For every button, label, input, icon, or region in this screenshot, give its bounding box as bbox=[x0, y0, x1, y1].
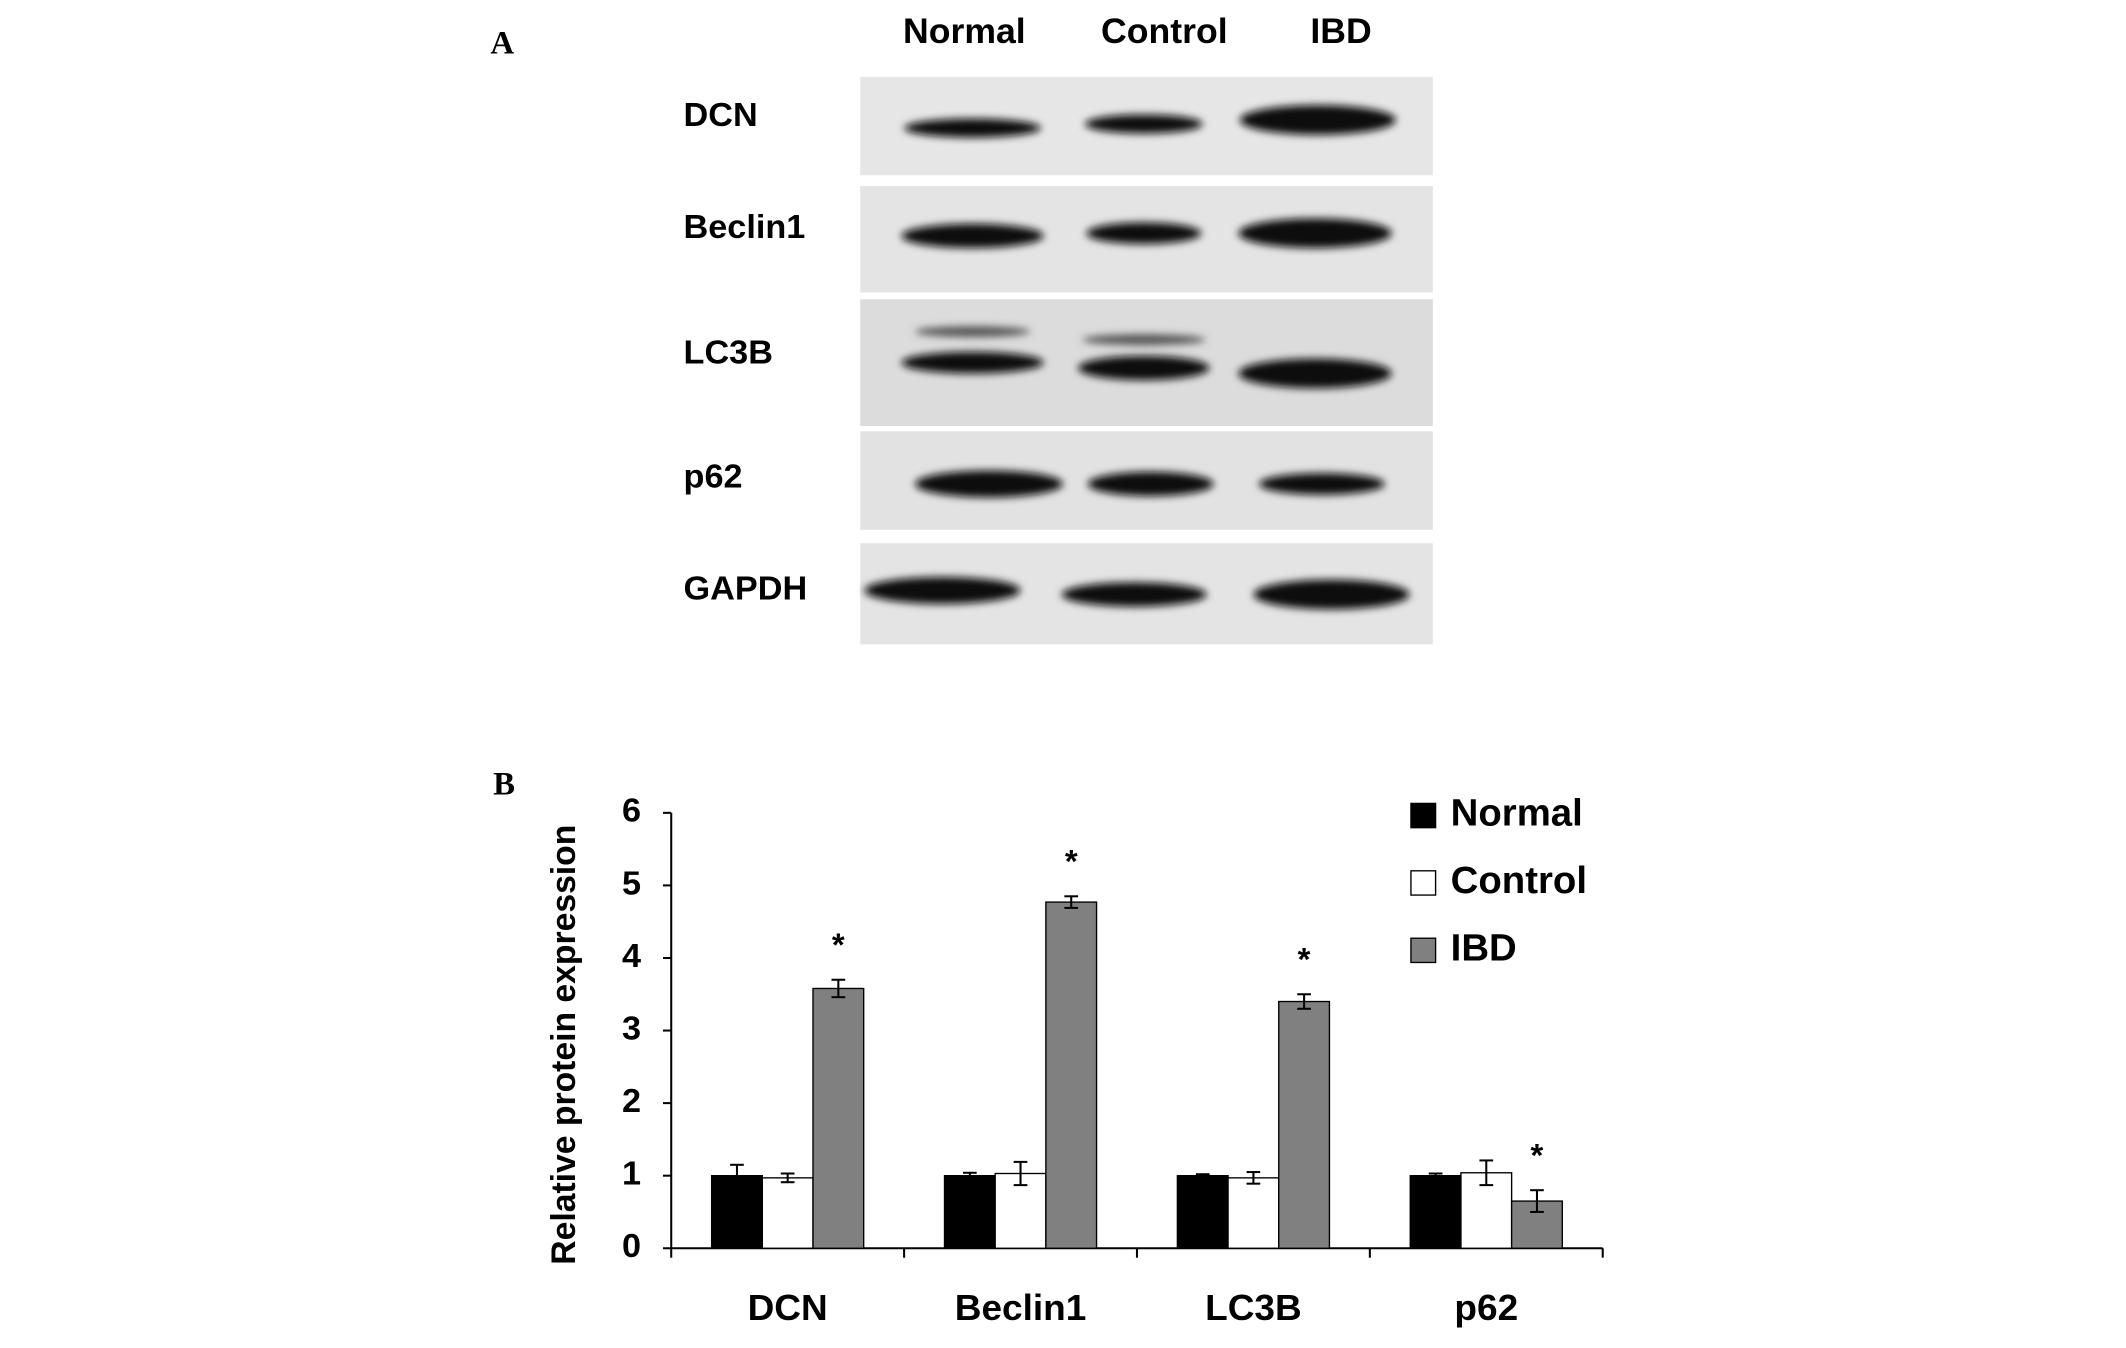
bar bbox=[1409, 1175, 1462, 1249]
error-bar bbox=[1530, 1189, 1544, 1213]
y-tick-label: 5 bbox=[622, 865, 641, 903]
lane-label: IBD bbox=[1310, 12, 1371, 51]
error-bar bbox=[1297, 993, 1311, 1010]
y-tick-label: 6 bbox=[622, 792, 641, 830]
protein-label: Beclin1 bbox=[684, 208, 806, 246]
bar bbox=[1045, 901, 1098, 1249]
blot bbox=[860, 76, 1433, 645]
error-bar bbox=[730, 1163, 744, 1188]
protein-label: LC3B bbox=[684, 334, 773, 372]
panel-label: B bbox=[493, 767, 515, 803]
y-axis-label: Relative protein expression bbox=[545, 825, 583, 1265]
significance-marker: * bbox=[832, 926, 845, 963]
significance-marker: * bbox=[1531, 1137, 1544, 1174]
x-tick-label: p62 bbox=[1454, 1287, 1518, 1328]
y-tick-label: 3 bbox=[622, 1010, 641, 1048]
bar bbox=[812, 987, 865, 1249]
error-bar bbox=[780, 1172, 795, 1184]
panel-label: A bbox=[490, 25, 514, 61]
legend-label: Normal bbox=[1451, 793, 1583, 835]
bar bbox=[1227, 1177, 1280, 1249]
x-tick-label: LC3B bbox=[1205, 1287, 1302, 1328]
y-tick-label: 0 bbox=[622, 1227, 641, 1265]
significance-marker: * bbox=[1065, 843, 1078, 880]
protein-label: GAPDH bbox=[684, 570, 808, 608]
protein-label: p62 bbox=[684, 458, 743, 496]
legend-swatch bbox=[1410, 937, 1437, 964]
error-bar bbox=[963, 1171, 977, 1180]
bar bbox=[761, 1177, 814, 1249]
protein-label: DCN bbox=[684, 96, 758, 134]
legend-label: IBD bbox=[1451, 928, 1517, 970]
error-bar bbox=[831, 978, 846, 999]
error-bar bbox=[1195, 1173, 1210, 1179]
bar bbox=[1176, 1175, 1229, 1249]
error-bar bbox=[1013, 1160, 1028, 1187]
lane-label: Normal bbox=[903, 12, 1026, 51]
y-tick-label: 1 bbox=[622, 1155, 641, 1193]
legend-label: Control bbox=[1451, 860, 1587, 902]
error-bar bbox=[1246, 1171, 1261, 1185]
legend-swatch bbox=[1410, 870, 1437, 896]
y-tick-label: 2 bbox=[622, 1082, 641, 1120]
y-tick-label: 4 bbox=[622, 937, 641, 975]
bar bbox=[1278, 1000, 1331, 1249]
x-tick-label: Beclin1 bbox=[955, 1287, 1087, 1328]
x-tick-label: DCN bbox=[748, 1287, 828, 1328]
plot: 0 1 2 3 4 5 6 DCN * Beclin1 * LC3B * p62 * Normal Contro… bbox=[622, 792, 1604, 1328]
error-bar bbox=[1428, 1172, 1443, 1179]
significance-marker: * bbox=[1298, 941, 1311, 978]
error-bar bbox=[1479, 1159, 1494, 1187]
bar bbox=[943, 1175, 996, 1249]
error-bar bbox=[1064, 895, 1079, 909]
lane-label: Control bbox=[1101, 12, 1228, 51]
legend-swatch bbox=[1410, 802, 1437, 829]
